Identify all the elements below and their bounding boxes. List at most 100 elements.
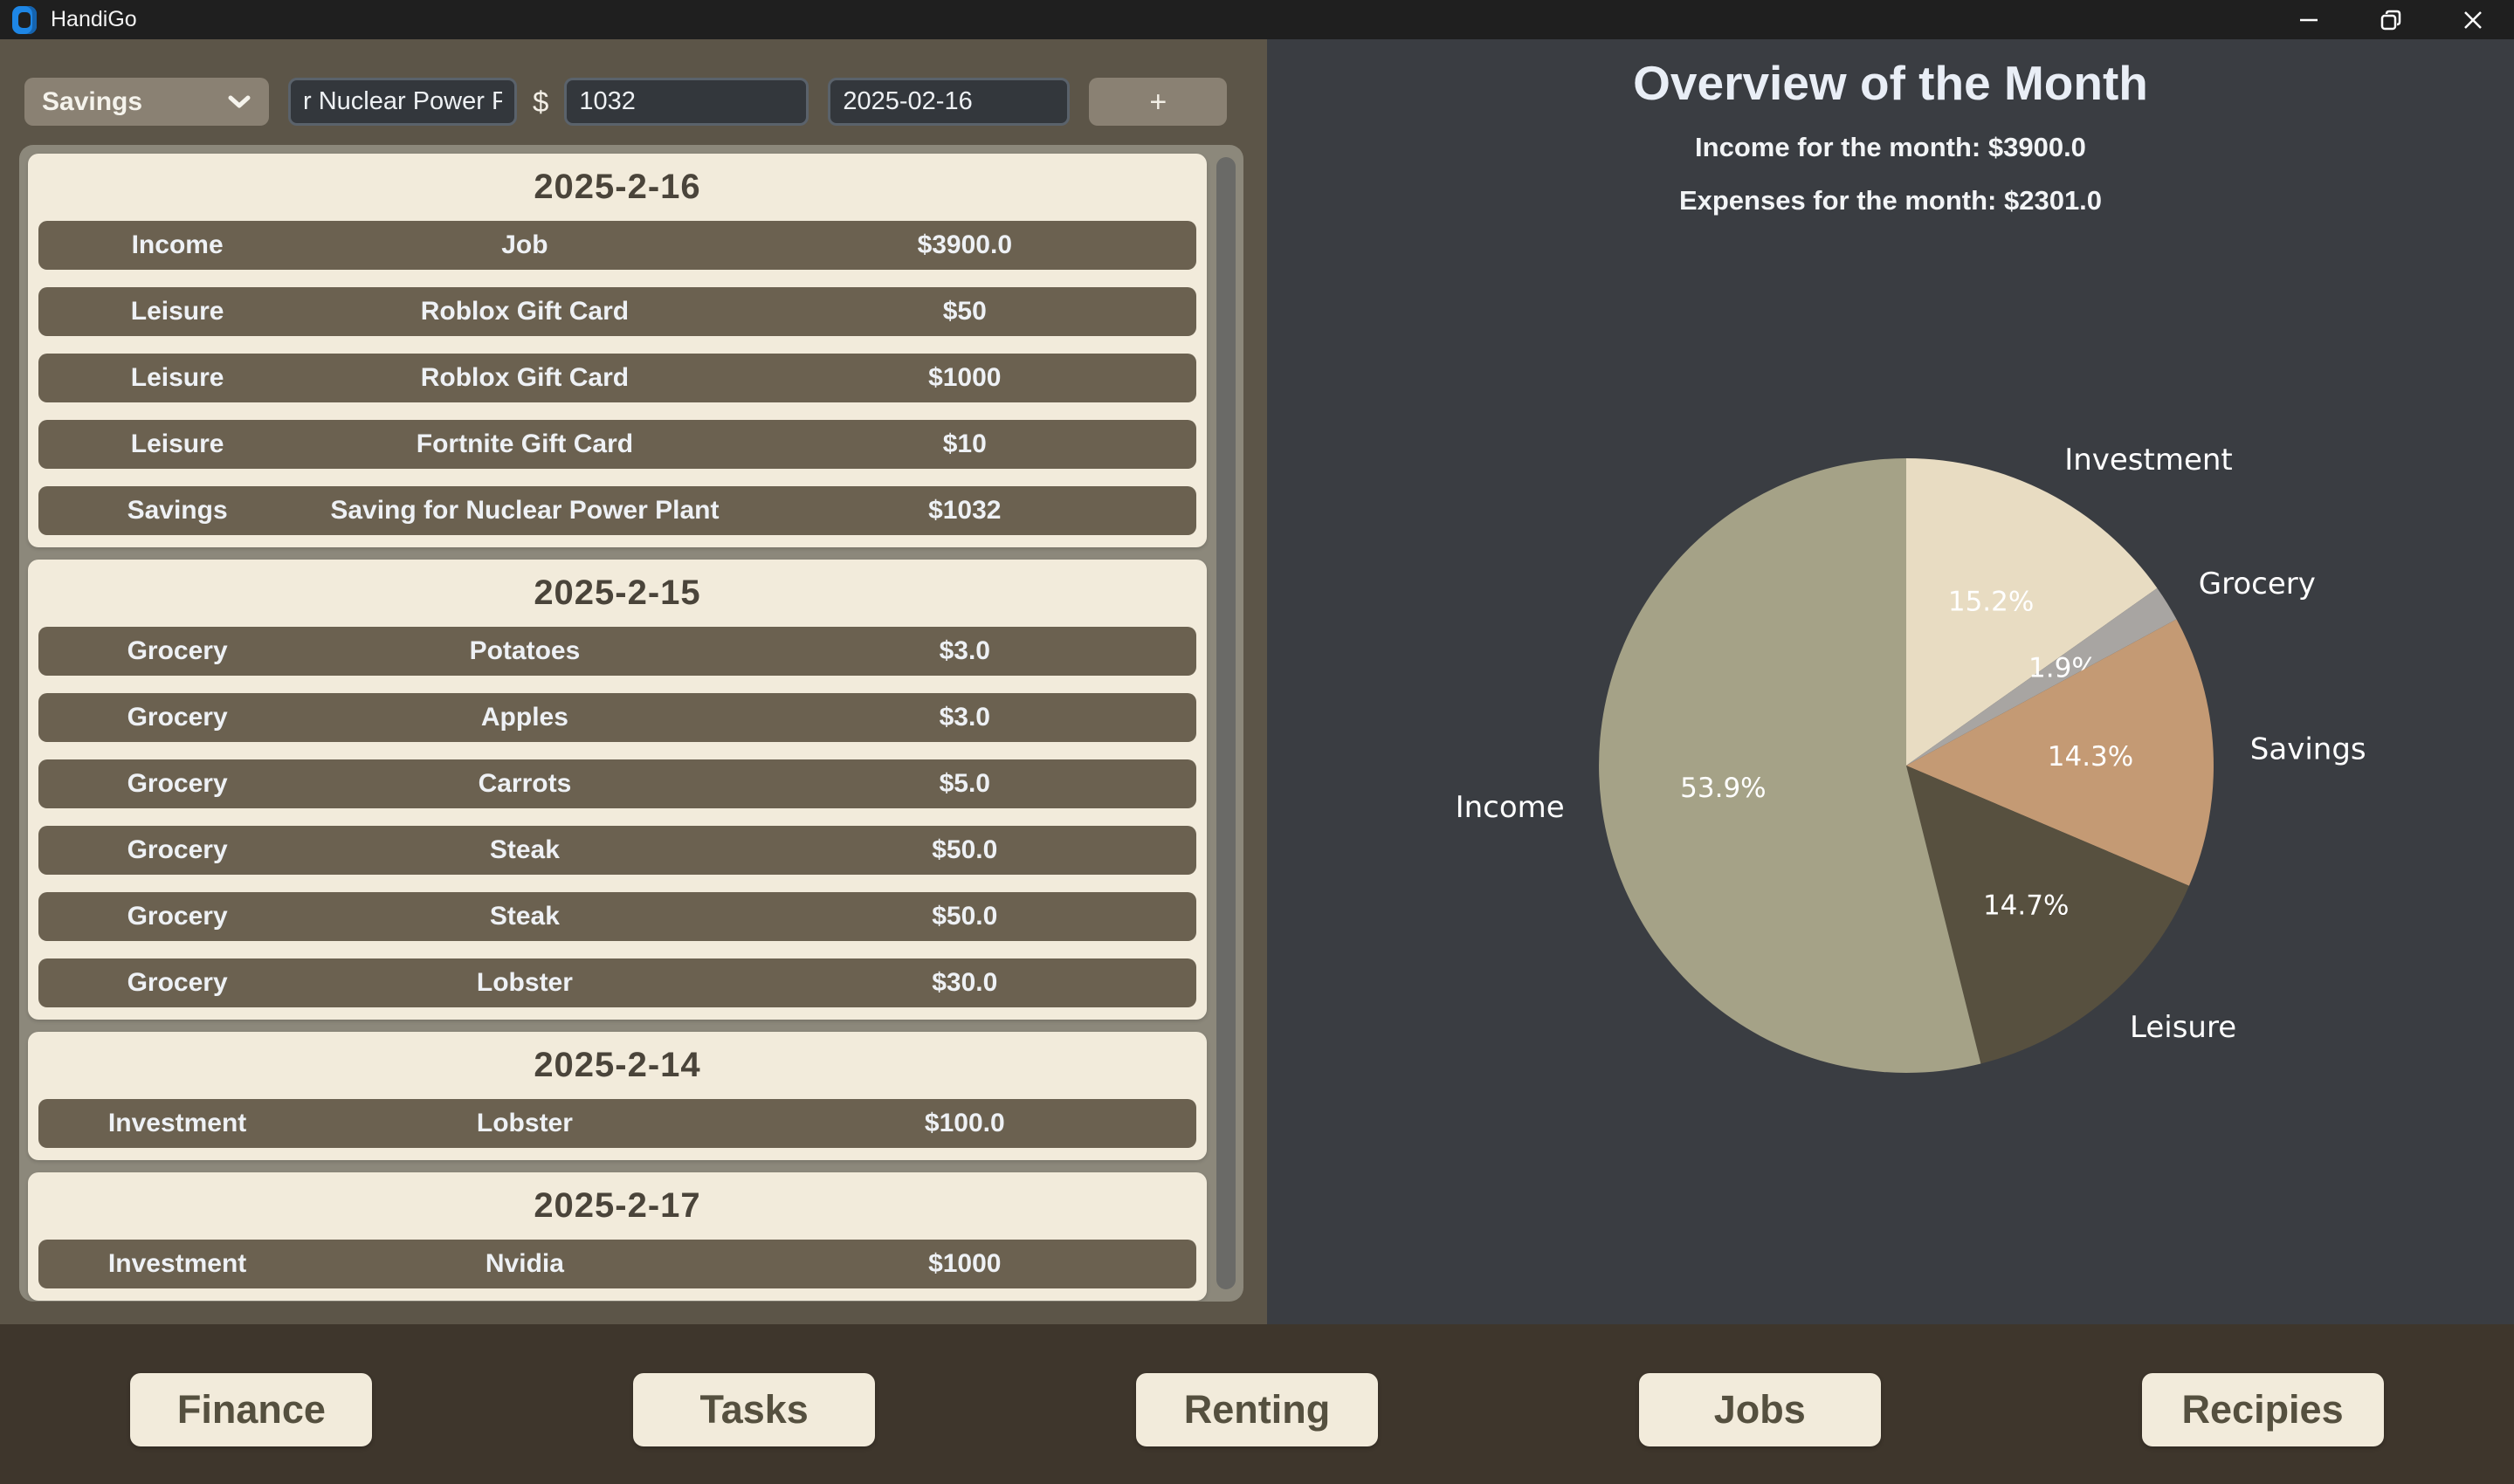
maximize-button[interactable] bbox=[2350, 0, 2432, 39]
pie-category-label: Income bbox=[1456, 790, 1565, 825]
transaction-row[interactable]: Income Job $3900.0 bbox=[38, 221, 1196, 270]
expenses-summary: Expenses for the month: $2301.0 bbox=[1678, 185, 2103, 216]
transaction-row[interactable]: Grocery Steak $50.0 bbox=[38, 826, 1196, 875]
transaction-category: Grocery bbox=[127, 769, 228, 798]
nav-button-recipies[interactable]: Recipies bbox=[2141, 1373, 2384, 1446]
transaction-amount: $5.0 bbox=[939, 769, 990, 798]
transaction-amount: $1000 bbox=[928, 363, 1002, 392]
transaction-category: Leisure bbox=[130, 429, 224, 458]
pie-slice-income bbox=[1599, 458, 1981, 1073]
pie-slice-grocery bbox=[1906, 587, 2177, 766]
pie-percent-label: 14.7% bbox=[1983, 890, 2069, 922]
transaction-name: Steak bbox=[489, 902, 560, 931]
transaction-category: Grocery bbox=[127, 835, 228, 864]
transaction-group: 2025-2-16 Income Job $3900.0 Leisure Roblox G… bbox=[28, 154, 1207, 547]
window-controls bbox=[2268, 0, 2514, 39]
overview-panel: Overview of the Month Income for the mon… bbox=[1267, 39, 2514, 1324]
pie-percent-label: 53.9% bbox=[1680, 773, 1766, 804]
transaction-amount: $30.0 bbox=[932, 968, 998, 997]
transaction-category: Savings bbox=[127, 496, 228, 525]
add-transaction-button[interactable]: + bbox=[1089, 78, 1228, 126]
pie-category-label: Leisure bbox=[2130, 1010, 2236, 1045]
title-bar: HandiGo bbox=[0, 0, 2514, 39]
transaction-category: Income bbox=[131, 230, 224, 259]
amount-input[interactable] bbox=[564, 78, 809, 126]
transaction-category: Grocery bbox=[127, 902, 228, 931]
transaction-amount: $100.0 bbox=[924, 1109, 1005, 1137]
transaction-toolbar: Savings $ + bbox=[24, 78, 1228, 126]
pie-category-label: Savings bbox=[2250, 732, 2366, 766]
transaction-row[interactable]: Savings Saving for Nuclear Power Plant $10… bbox=[38, 486, 1196, 535]
transaction-row[interactable]: Grocery Apples $3.0 bbox=[38, 693, 1196, 742]
minimize-icon bbox=[2300, 18, 2318, 21]
transaction-name: Saving for Nuclear Power Plant bbox=[330, 496, 720, 525]
transaction-row[interactable]: Leisure Fortnite Gift Card $10 bbox=[38, 420, 1196, 469]
scrollbar-thumb[interactable] bbox=[1216, 157, 1236, 1289]
transaction-name: Apples bbox=[480, 703, 568, 732]
transaction-group: 2025-2-14 Investment Lobster $100.0 bbox=[28, 1032, 1207, 1160]
nav-button-jobs[interactable]: Jobs bbox=[1638, 1373, 1881, 1446]
transaction-name: Job bbox=[501, 230, 548, 259]
transaction-amount: $10 bbox=[942, 429, 987, 458]
transaction-amount: $1032 bbox=[928, 496, 1002, 525]
transaction-name: Carrots bbox=[478, 769, 572, 798]
pie-slice-investment bbox=[1906, 458, 2158, 766]
transaction-category: Grocery bbox=[127, 703, 228, 732]
transaction-category: Leisure bbox=[130, 363, 224, 392]
transaction-name: Lobster bbox=[476, 1109, 573, 1137]
app-icon bbox=[12, 5, 37, 34]
window-title: HandiGo bbox=[51, 7, 137, 31]
nav-button-tasks[interactable]: Tasks bbox=[633, 1373, 876, 1446]
currency-symbol: $ bbox=[533, 85, 549, 118]
transaction-group: 2025-2-17 Investment Nvidia $1000 bbox=[28, 1172, 1207, 1301]
transaction-row[interactable]: Investment Lobster $100.0 bbox=[38, 1099, 1196, 1148]
group-date: 2025-2-15 bbox=[534, 574, 701, 612]
restore-icon bbox=[2380, 10, 2401, 30]
transaction-row[interactable]: Grocery Carrots $5.0 bbox=[38, 759, 1196, 808]
transaction-name: Steak bbox=[489, 835, 560, 864]
minimize-button[interactable] bbox=[2268, 0, 2350, 39]
transaction-name: Roblox Gift Card bbox=[420, 297, 630, 326]
transaction-amount: $3.0 bbox=[939, 703, 990, 732]
group-date: 2025-2-14 bbox=[534, 1046, 701, 1084]
finance-pane: Savings $ + 2025-2-16 Income Job $3900.0 Lei… bbox=[0, 39, 1267, 1324]
transaction-amount: $50.0 bbox=[932, 902, 998, 931]
pie-category-label: Investment bbox=[2064, 443, 2233, 477]
scrollbar-track[interactable] bbox=[1216, 154, 1236, 1293]
pie-slice-leisure bbox=[1906, 766, 2189, 1064]
close-button[interactable] bbox=[2432, 0, 2514, 39]
transaction-row[interactable]: Leisure Roblox Gift Card $50 bbox=[38, 287, 1196, 336]
transaction-list: 2025-2-16 Income Job $3900.0 Leisure Roblox G… bbox=[19, 145, 1243, 1302]
transaction-row[interactable]: Grocery Lobster $30.0 bbox=[38, 958, 1196, 1007]
transaction-name: Potatoes bbox=[469, 636, 581, 665]
nav-button-renting[interactable]: Renting bbox=[1135, 1373, 1378, 1446]
transaction-name: Lobster bbox=[476, 968, 573, 997]
transaction-row[interactable]: Grocery Potatoes $3.0 bbox=[38, 627, 1196, 676]
transaction-name: Fortnite Gift Card bbox=[416, 429, 634, 458]
pie-category-label: Grocery bbox=[2199, 567, 2316, 601]
transaction-category: Grocery bbox=[127, 968, 228, 997]
transaction-amount: $3.0 bbox=[939, 636, 990, 665]
transaction-category: Leisure bbox=[130, 297, 224, 326]
transaction-name: Nvidia bbox=[485, 1249, 564, 1278]
date-input[interactable] bbox=[828, 78, 1071, 126]
pie-slice-savings bbox=[1906, 619, 2214, 886]
transaction-category: Investment bbox=[107, 1249, 247, 1278]
transaction-row[interactable]: Investment Nvidia $1000 bbox=[38, 1240, 1196, 1288]
transaction-row[interactable]: Leisure Roblox Gift Card $1000 bbox=[38, 354, 1196, 402]
transaction-row[interactable]: Grocery Steak $50.0 bbox=[38, 892, 1196, 941]
transaction-amount: $50.0 bbox=[932, 835, 998, 864]
transaction-group: 2025-2-15 Grocery Potatoes $3.0 Grocery Apple… bbox=[28, 560, 1207, 1020]
name-input[interactable] bbox=[288, 78, 517, 126]
pie-percent-label: 14.3% bbox=[2048, 741, 2133, 773]
transaction-amount: $1000 bbox=[928, 1249, 1002, 1278]
close-icon bbox=[2464, 10, 2482, 29]
transaction-amount: $3900.0 bbox=[917, 230, 1013, 259]
nav-button-finance[interactable]: Finance bbox=[130, 1373, 373, 1446]
pie-percent-label: 15.2% bbox=[1948, 586, 2034, 617]
overview-title: Overview of the Month bbox=[1633, 56, 2148, 110]
category-select[interactable]: Savings bbox=[24, 78, 269, 126]
transaction-category: Investment bbox=[107, 1109, 247, 1137]
